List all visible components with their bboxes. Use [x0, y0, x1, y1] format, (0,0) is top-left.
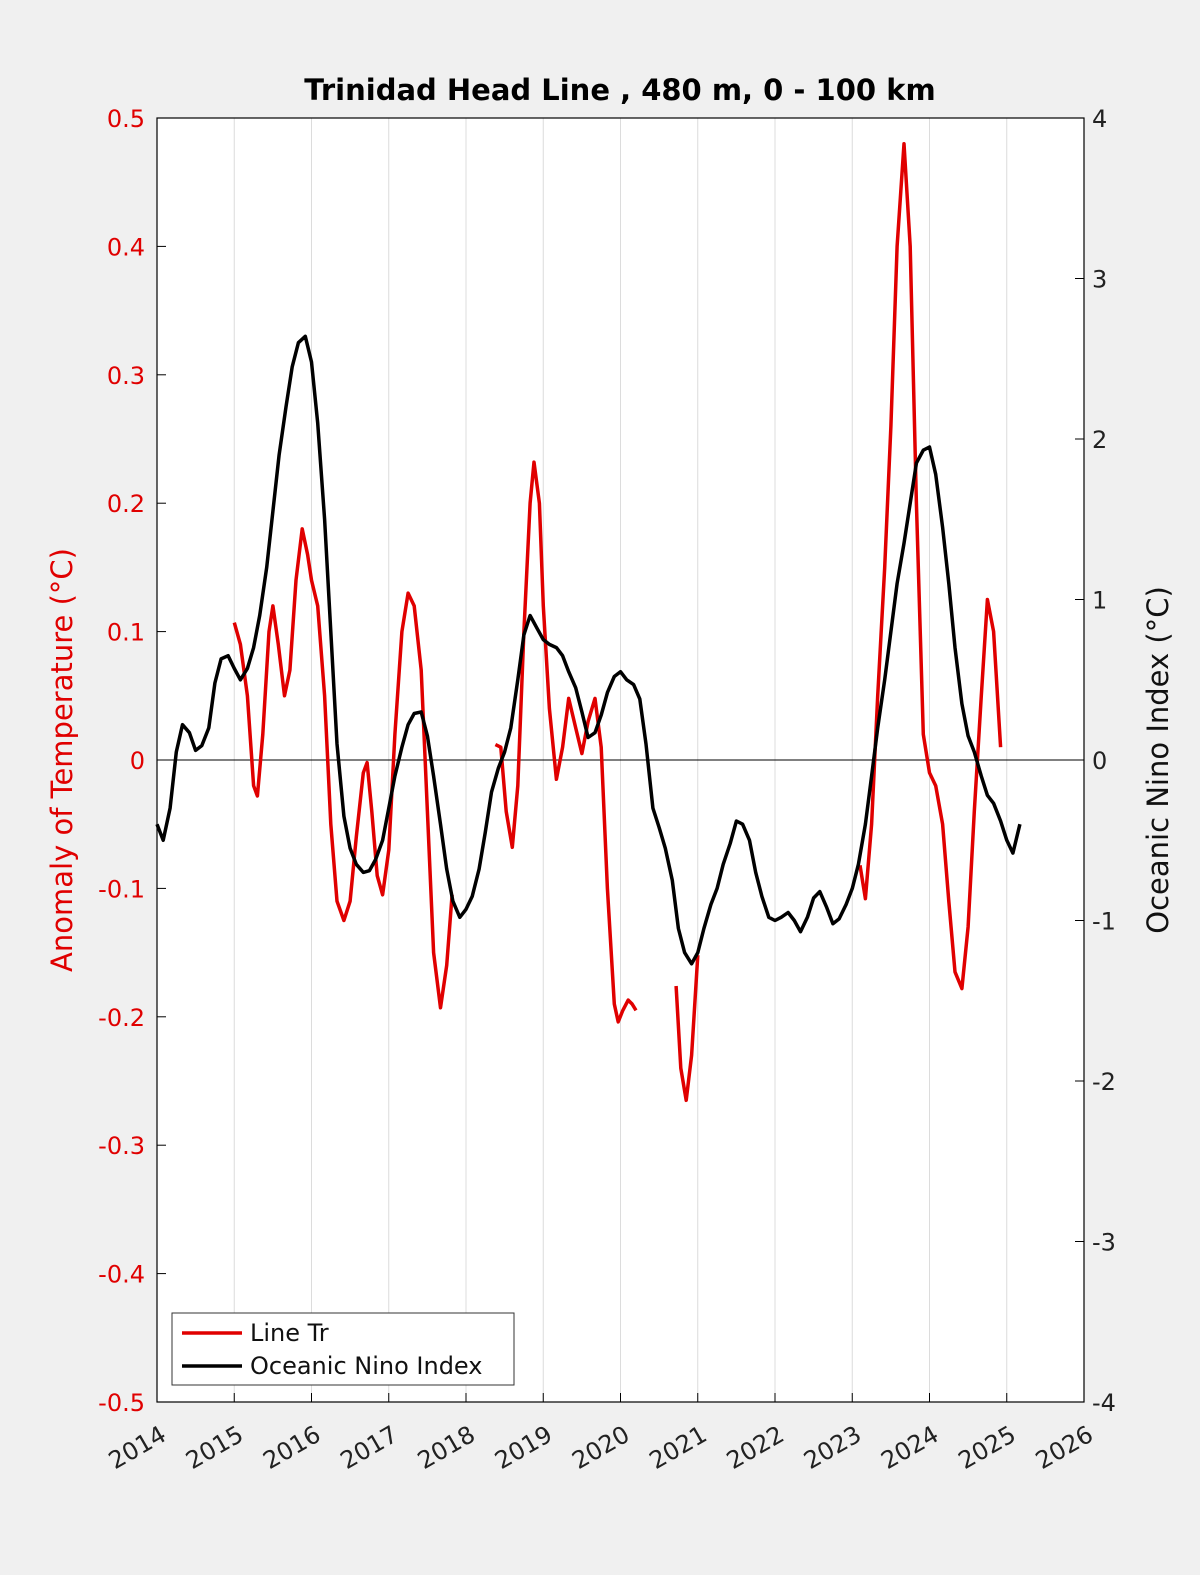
series-line-line-tr — [674, 955, 700, 1103]
y-right-tick-label: -2 — [1092, 1068, 1116, 1096]
y-left-tick-label: -0.4 — [98, 1261, 145, 1289]
y-right-tick-label: 1 — [1092, 587, 1107, 615]
y-right-tick-label: 4 — [1092, 105, 1107, 133]
left-axis-ticks: -0.5 -0.4 -0.3 -0.2 -0.1 0 0.1 0.2 0.3 0.4 0.5 — [98, 105, 166, 1417]
y-right-tick-label: -4 — [1092, 1389, 1116, 1417]
y-right-tick-label: -1 — [1092, 908, 1116, 936]
y-left-tick-label: 0.3 — [107, 362, 145, 390]
series-line-line-tr — [232, 527, 454, 1010]
chart-title: Trinidad Head Line , 480 m, 0 - 100 km — [304, 73, 935, 107]
y-left-tick-label: 0.4 — [107, 233, 145, 261]
y-left-tick-label: -0.2 — [98, 1004, 145, 1032]
series-line-line-tr — [494, 460, 638, 1024]
series-line-oceanic-nino-index — [155, 334, 1022, 966]
legend: Line Tr Oceanic Nino Index — [171, 1312, 515, 1386]
y-left-tick-label: 0.2 — [107, 490, 145, 518]
y-left-tick-label: 0.1 — [107, 619, 145, 647]
y-right-tick-label: 2 — [1092, 426, 1107, 454]
y-right-tick-label: 3 — [1092, 266, 1107, 294]
y-left-tick-label: -0.5 — [98, 1389, 145, 1417]
legend-box — [171, 1312, 515, 1386]
y-left-tick-label: -0.1 — [98, 875, 145, 903]
legend-label-line-tr: Line Tr — [250, 1319, 329, 1347]
y-left-tick-label: 0.5 — [107, 105, 145, 133]
right-axis-ticks: -4 -3 -2 -1 0 1 2 3 4 — [1075, 105, 1116, 1417]
y-left-tick-label: -0.3 — [98, 1132, 145, 1160]
y-axis-label-right: Oceanic Nino Index (°C) — [1141, 586, 1175, 934]
series-group — [155, 141, 1022, 1103]
y-right-tick-label: -3 — [1092, 1229, 1116, 1257]
y-left-tick-label: 0 — [130, 747, 145, 775]
series-line-line-tr — [858, 141, 1003, 991]
legend-label-oni: Oceanic Nino Index — [250, 1352, 482, 1380]
y-right-tick-label: 0 — [1092, 747, 1107, 775]
y-axis-label-left: Anomaly of Temperature (°C) — [45, 548, 79, 972]
